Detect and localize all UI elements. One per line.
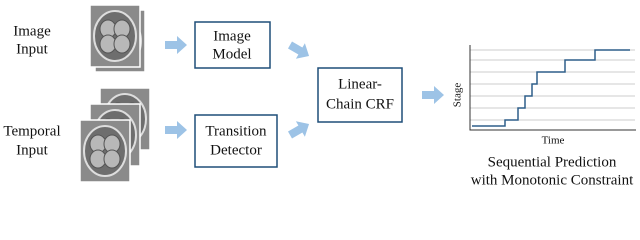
node-label: Input [16, 142, 48, 158]
diagram: Image Input Temporal Input Image Model T… [3, 4, 636, 188]
node-box [194, 21, 271, 69]
node-label: Linear- [338, 76, 382, 92]
arrow [165, 36, 187, 54]
node-label: Model [212, 46, 251, 62]
node-label: Detector [210, 142, 262, 158]
caption: Sequential Prediction [488, 154, 617, 170]
node-box [317, 67, 403, 123]
caption: with Monotonic Constraint [471, 172, 634, 188]
node-label: Input [16, 41, 48, 57]
axis-label: Stage [452, 83, 464, 108]
node-label: Temporal [3, 123, 60, 139]
arrow [285, 37, 314, 64]
step-plot: Stage Time [452, 45, 636, 147]
arrow [422, 86, 444, 104]
arrow [285, 116, 314, 143]
node-label: Transition [205, 123, 267, 139]
node-label: Image [213, 28, 251, 44]
node-label: Image [13, 23, 51, 39]
axis-label: Time [542, 135, 565, 147]
arrow [165, 121, 187, 139]
node-label: Chain CRF [326, 96, 394, 112]
node-box [194, 114, 278, 168]
